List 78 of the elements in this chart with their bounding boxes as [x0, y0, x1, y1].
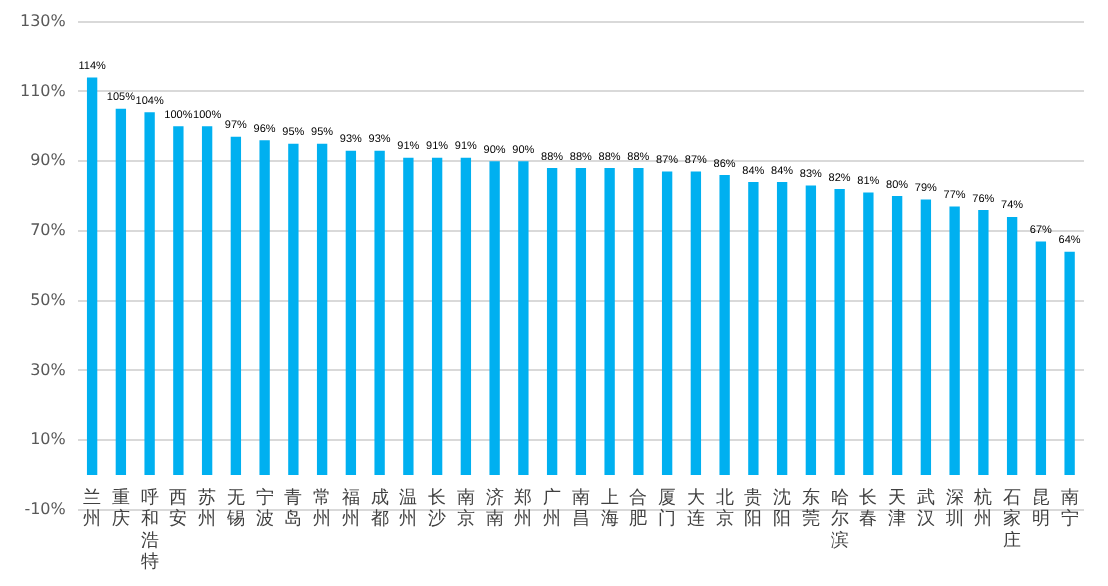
y-tick-label: 130%	[19, 11, 67, 30]
x-tick-label: 大连	[686, 486, 705, 531]
y-tick-label: 30%	[30, 360, 67, 379]
x-tick-label: 呼和浩特	[140, 486, 159, 574]
bar	[690, 171, 702, 476]
x-tick-label: 无锡	[224, 488, 245, 531]
bar	[345, 150, 357, 476]
bar	[144, 112, 155, 476]
bar	[431, 157, 443, 476]
bar	[259, 140, 270, 476]
bar	[891, 196, 903, 476]
x-tick-label: 重庆	[111, 486, 130, 531]
x-tick-label: 南宁	[1060, 486, 1079, 531]
x-tick-label: 苏州	[198, 486, 217, 531]
x-tick-label: 哈尔滨	[830, 486, 849, 552]
y-tick-label: -10%	[24, 500, 67, 519]
bar	[776, 182, 788, 476]
y-tick-label: 50%	[30, 290, 67, 309]
bar	[978, 209, 989, 476]
bar	[1035, 241, 1047, 476]
y-tick-label: 110%	[19, 81, 67, 100]
bar	[834, 189, 845, 476]
bar	[575, 168, 587, 476]
bar	[633, 168, 644, 476]
x-tick-label: 南京	[456, 486, 475, 531]
x-tick-label: 兰州	[83, 486, 102, 531]
x-tick-label: 杭州	[972, 486, 993, 531]
x-tick-label: 深圳	[943, 486, 964, 531]
x-tick-label: 北京	[715, 486, 734, 531]
x-tick-label: 成都	[370, 486, 389, 531]
x-tick-label: 长沙	[428, 486, 447, 531]
bar	[173, 126, 184, 476]
bar	[115, 108, 127, 476]
bar	[546, 168, 558, 476]
x-tick-label: 南昌	[571, 486, 590, 531]
x-tick-label: 武汉	[916, 486, 935, 531]
bar	[863, 192, 874, 476]
bar	[230, 136, 242, 476]
x-tick-label: 郑州	[514, 486, 533, 531]
x-tick-label: 东莞	[801, 486, 820, 531]
x-tick-label: 宁波	[255, 486, 274, 531]
bar	[403, 157, 414, 476]
x-tick-label: 温州	[399, 486, 418, 531]
bar	[489, 161, 500, 476]
x-tick-label: 济南	[485, 486, 504, 531]
bar	[1006, 216, 1018, 476]
x-tick-label: 石家庄	[1003, 488, 1022, 552]
x-tick-label: 合肥	[629, 486, 648, 531]
x-tick-label: 长春	[859, 486, 878, 531]
bar	[920, 199, 932, 476]
bar	[316, 143, 328, 476]
x-tick-label: 西安	[169, 488, 188, 531]
x-tick-label: 广州	[543, 486, 562, 531]
y-tick-label: 70%	[30, 221, 67, 240]
bar	[518, 161, 529, 476]
x-tick-label: 青岛	[284, 486, 303, 531]
bar	[661, 171, 673, 476]
x-tick-label: 贵阳	[744, 486, 763, 531]
bar	[1064, 251, 1075, 476]
x-tick-label: 常州	[313, 486, 332, 531]
x-tick-label: 沈阳	[773, 486, 792, 531]
bar	[805, 185, 817, 476]
x-tick-label: 昆明	[1031, 486, 1050, 531]
y-tick-label: 10%	[30, 430, 67, 449]
bar	[949, 206, 960, 476]
bar	[201, 126, 213, 476]
bar	[748, 182, 759, 476]
x-tick-label: 厦门	[658, 486, 677, 531]
bar	[86, 77, 98, 476]
bar	[288, 143, 299, 476]
bar	[374, 150, 385, 476]
x-tick-label: 福州	[341, 486, 360, 531]
x-tick-label: 上海	[600, 486, 619, 531]
bar	[604, 168, 615, 476]
x-tick-label: 天津	[888, 486, 907, 531]
bar	[719, 175, 730, 476]
y-tick-label: 90%	[30, 151, 67, 170]
bar	[460, 157, 472, 476]
